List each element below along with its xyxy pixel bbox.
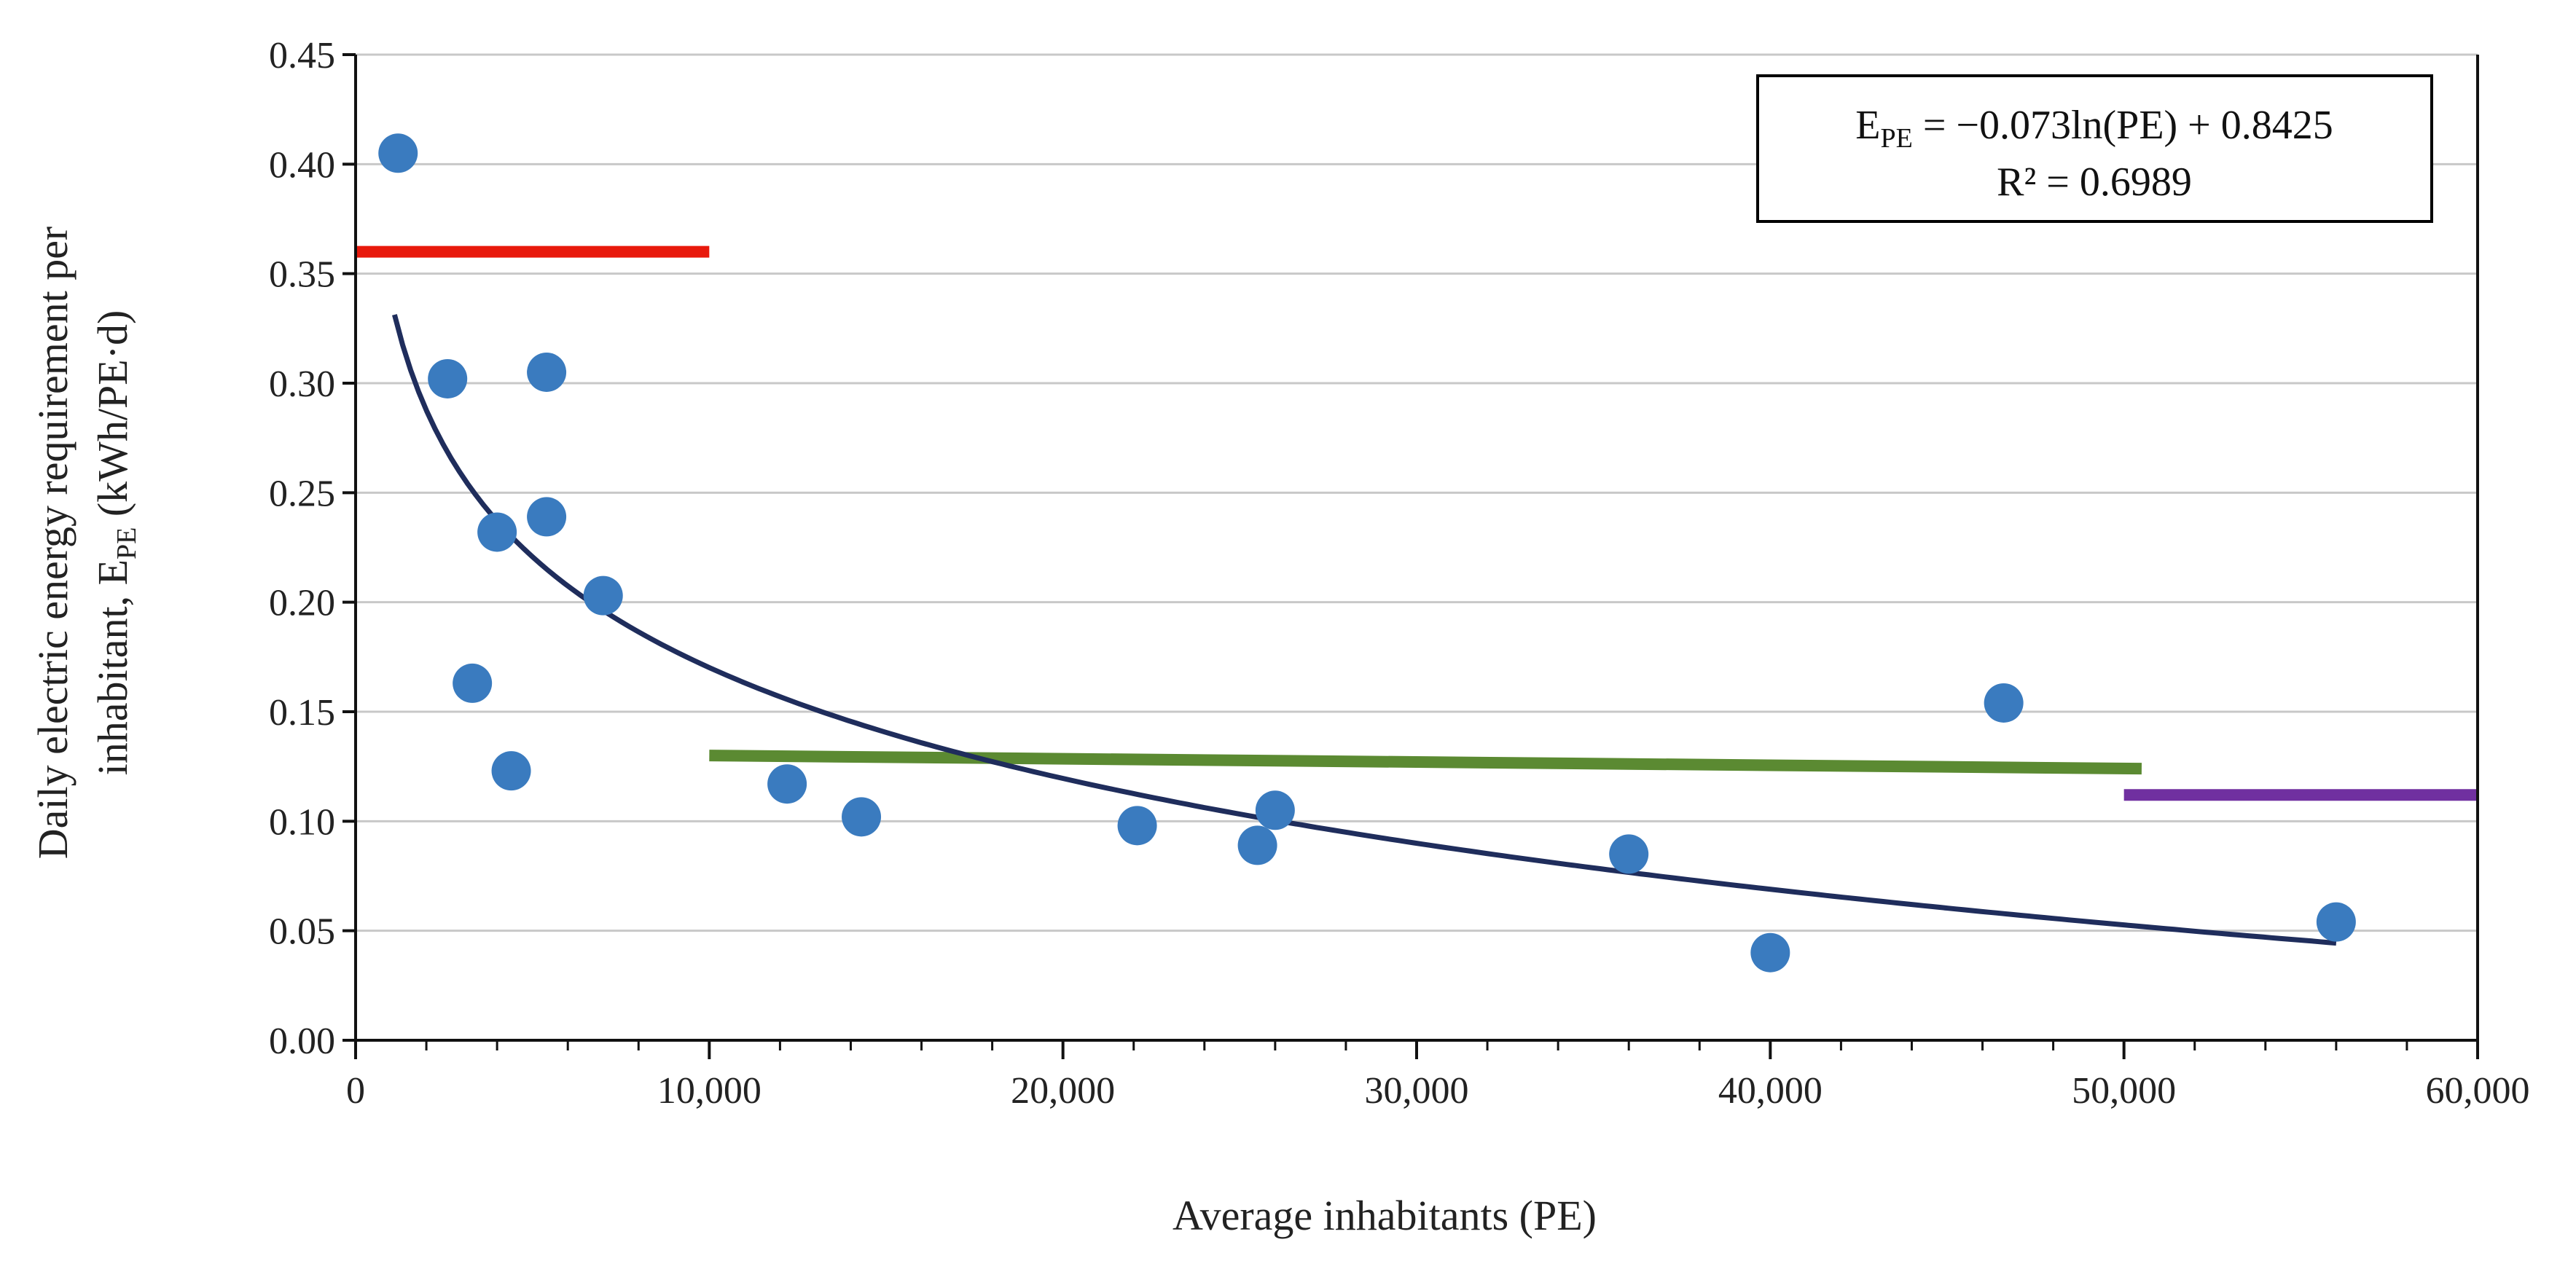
x-tick-label-1: 10,000	[657, 1070, 762, 1112]
axes	[342, 53, 2479, 1059]
y-tick-label-1: 0.05	[269, 911, 335, 953]
data-point-13	[1609, 834, 1649, 874]
data-point-10	[1117, 806, 1157, 846]
x-tick-label-4: 40,000	[1718, 1070, 1823, 1112]
data-point-14	[1750, 932, 1790, 973]
y-tick-label-6: 0.30	[269, 364, 335, 405]
data-point-1	[428, 358, 468, 398]
data-point-16	[2316, 902, 2356, 942]
data-points	[378, 133, 2356, 973]
log-trendline	[392, 314, 2337, 946]
data-point-6	[527, 497, 567, 537]
gridlines	[356, 53, 2478, 932]
data-point-2	[453, 663, 493, 703]
y-axis-title: Daily electric energy requirement per in…	[29, 227, 142, 860]
x-tick-label-3: 30,000	[1365, 1070, 1469, 1112]
data-point-9	[842, 797, 882, 837]
x-tick-label-0: 0	[346, 1070, 365, 1112]
data-point-12	[1255, 790, 1295, 830]
data-point-8	[767, 764, 807, 804]
x-tick-label-5: 50,000	[2072, 1070, 2176, 1112]
reference-lines	[356, 245, 2478, 801]
data-point-7	[583, 575, 623, 616]
y-tick-label-2: 0.10	[269, 801, 335, 843]
data-point-15	[1984, 683, 2024, 723]
y-axis-title-line2: inhabitant, EPE (kWh/PE·d)	[89, 310, 142, 776]
y-tick-labels: 0.00 0.05 0.10 0.15 0.20 0.25 0.30 0.35 0.40 0.45	[269, 35, 335, 1062]
data-point-3	[477, 512, 517, 552]
data-point-0	[378, 133, 418, 173]
x-tick-label-6: 60,000	[2426, 1070, 2530, 1112]
y-tick-label-7: 0.35	[269, 254, 335, 296]
x-tick-label-2: 20,000	[1011, 1070, 1115, 1112]
data-point-4	[491, 751, 531, 791]
y-tick-label-8: 0.40	[269, 144, 335, 186]
x-tick-labels: 0 10,000 20,000 30,000 40,000 50,000 60,000	[346, 1070, 2530, 1112]
equation-line: EPE = −0.073ln(PE) + 0.8425	[1855, 103, 2333, 154]
y-tick-label-3: 0.15	[269, 692, 335, 734]
data-point-11	[1237, 825, 1277, 865]
r-squared-line: R² = 0.6989	[1997, 160, 2192, 205]
x-axis-title: Average inhabitants (PE)	[1172, 1192, 1597, 1239]
equation-box: EPE = −0.073ln(PE) + 0.8425 R² = 0.6989	[1756, 74, 2433, 223]
data-point-5	[527, 352, 567, 392]
y-tick-label-0: 0.00	[269, 1021, 335, 1062]
y-tick-label-4: 0.20	[269, 583, 335, 624]
y-tick-label-5: 0.25	[269, 473, 335, 514]
green-reference-line	[709, 750, 2142, 775]
y-tick-label-9: 0.45	[269, 35, 335, 76]
y-axis-title-line1: Daily electric energy requirement per	[29, 227, 77, 860]
